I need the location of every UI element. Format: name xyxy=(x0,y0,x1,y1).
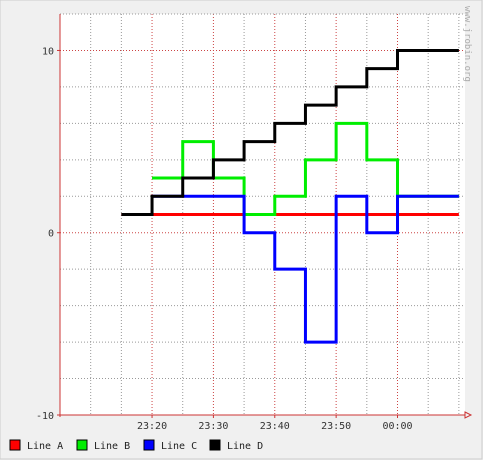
series-line-line-c xyxy=(152,194,459,344)
legend-swatch xyxy=(209,439,221,451)
series-layer xyxy=(121,48,459,344)
legend-swatch xyxy=(9,439,21,451)
x-tick-label: 23:40 xyxy=(260,421,290,432)
legend-entry: Line C xyxy=(143,439,197,452)
x-tick-label: 23:30 xyxy=(198,421,228,432)
legend-label: Line C xyxy=(161,441,197,452)
x-tick-label: 23:50 xyxy=(321,421,351,432)
x-tick-label: 00:00 xyxy=(382,421,412,432)
x-axis-arrow xyxy=(464,411,473,419)
legend-swatch xyxy=(76,439,88,451)
legend-entry: Line B xyxy=(76,439,130,452)
y-tick-label: 0 xyxy=(48,229,54,240)
watermark-label: www.jrobin.org xyxy=(462,6,472,82)
legend-label: Line A xyxy=(27,441,63,452)
series-line-line-d xyxy=(121,48,459,216)
legend-label: Line B xyxy=(94,441,130,452)
y-tick-label: -10 xyxy=(36,411,54,422)
y-tick-label: 10 xyxy=(42,46,54,57)
axis-layer xyxy=(57,14,473,419)
legend-swatch xyxy=(143,439,155,451)
legend: Line A Line B Line C Line D xyxy=(9,439,263,452)
legend-entry: Line A xyxy=(9,439,63,452)
legend-label: Line D xyxy=(227,441,263,452)
legend-entry: Line D xyxy=(209,439,263,452)
series-line-line-b xyxy=(152,121,459,216)
x-tick-label: 23:20 xyxy=(137,421,167,432)
tick-label-layer: 23:20 23:30 23:40 23:50 00:00 10 0 -10 xyxy=(36,46,413,432)
